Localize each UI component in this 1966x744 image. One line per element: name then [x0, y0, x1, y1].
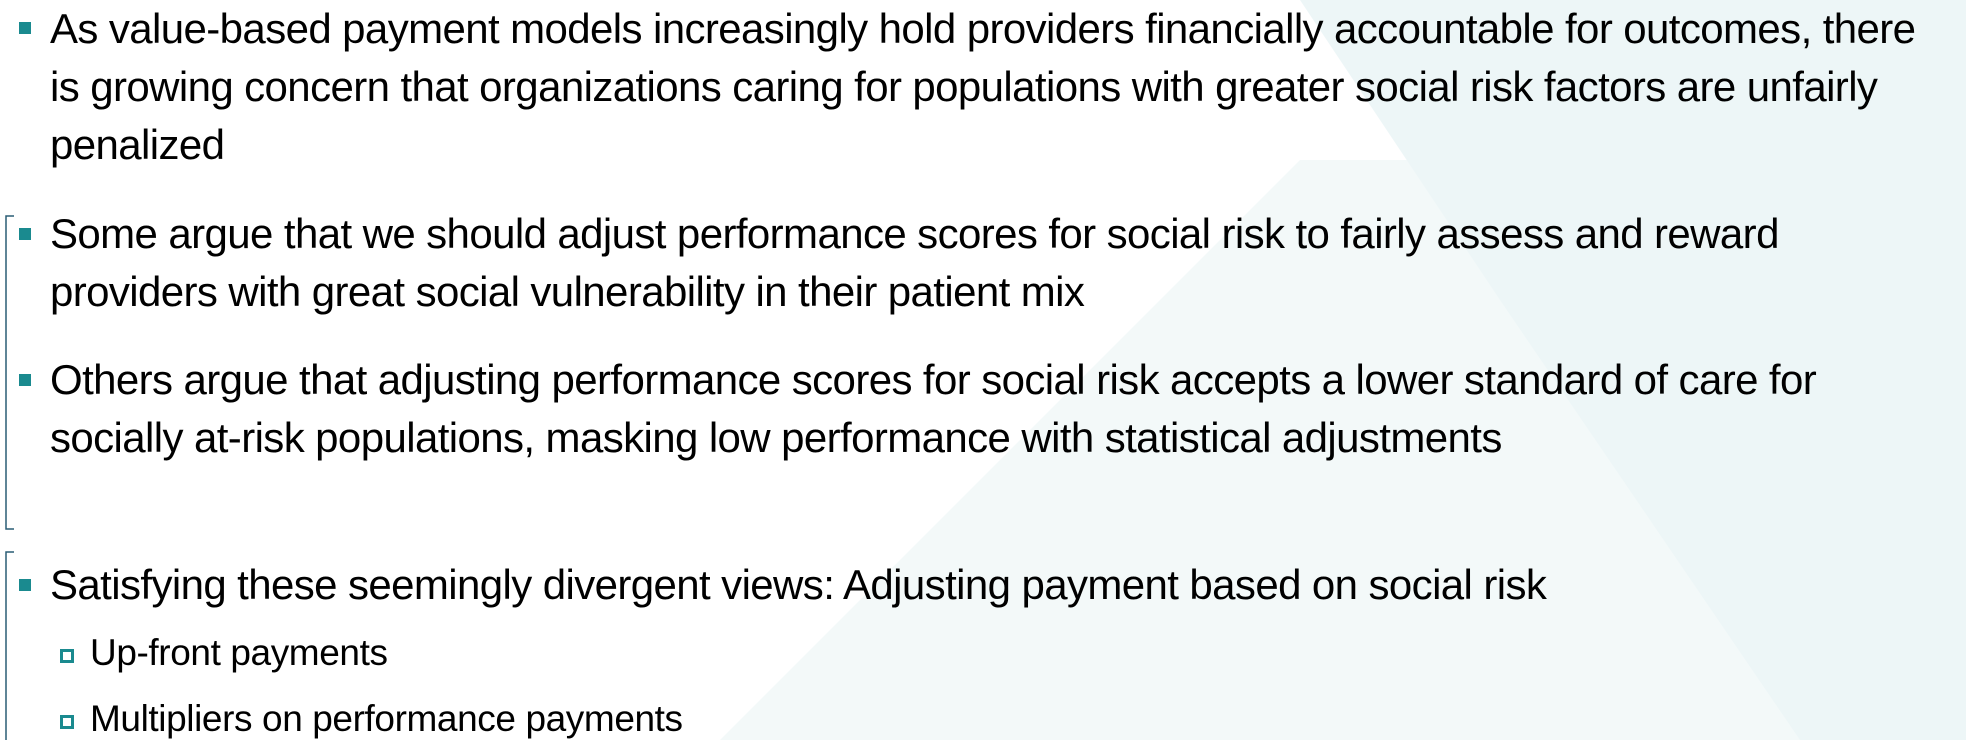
sub-bullet-text: Multipliers on performance payments	[90, 698, 683, 739]
bullet	[19, 579, 31, 591]
sub-bullet-text: Up-front payments	[90, 632, 388, 673]
bullet-text: Others argue that adjusting performance …	[50, 356, 1817, 461]
bullet-text: Some argue that we should adjust perform…	[50, 210, 1779, 315]
bullet-text: Satisfying these seemingly divergent vie…	[50, 561, 1547, 608]
bracket	[5, 551, 14, 740]
sub-bullet	[60, 649, 74, 663]
bullet	[19, 22, 31, 34]
bullet	[19, 374, 31, 386]
bracket	[5, 215, 14, 530]
bg-shape	[1300, 0, 1966, 740]
bullet-text: As value-based payment models increasing…	[50, 5, 1916, 168]
sub-bullet	[60, 715, 74, 729]
bullet	[19, 228, 31, 240]
